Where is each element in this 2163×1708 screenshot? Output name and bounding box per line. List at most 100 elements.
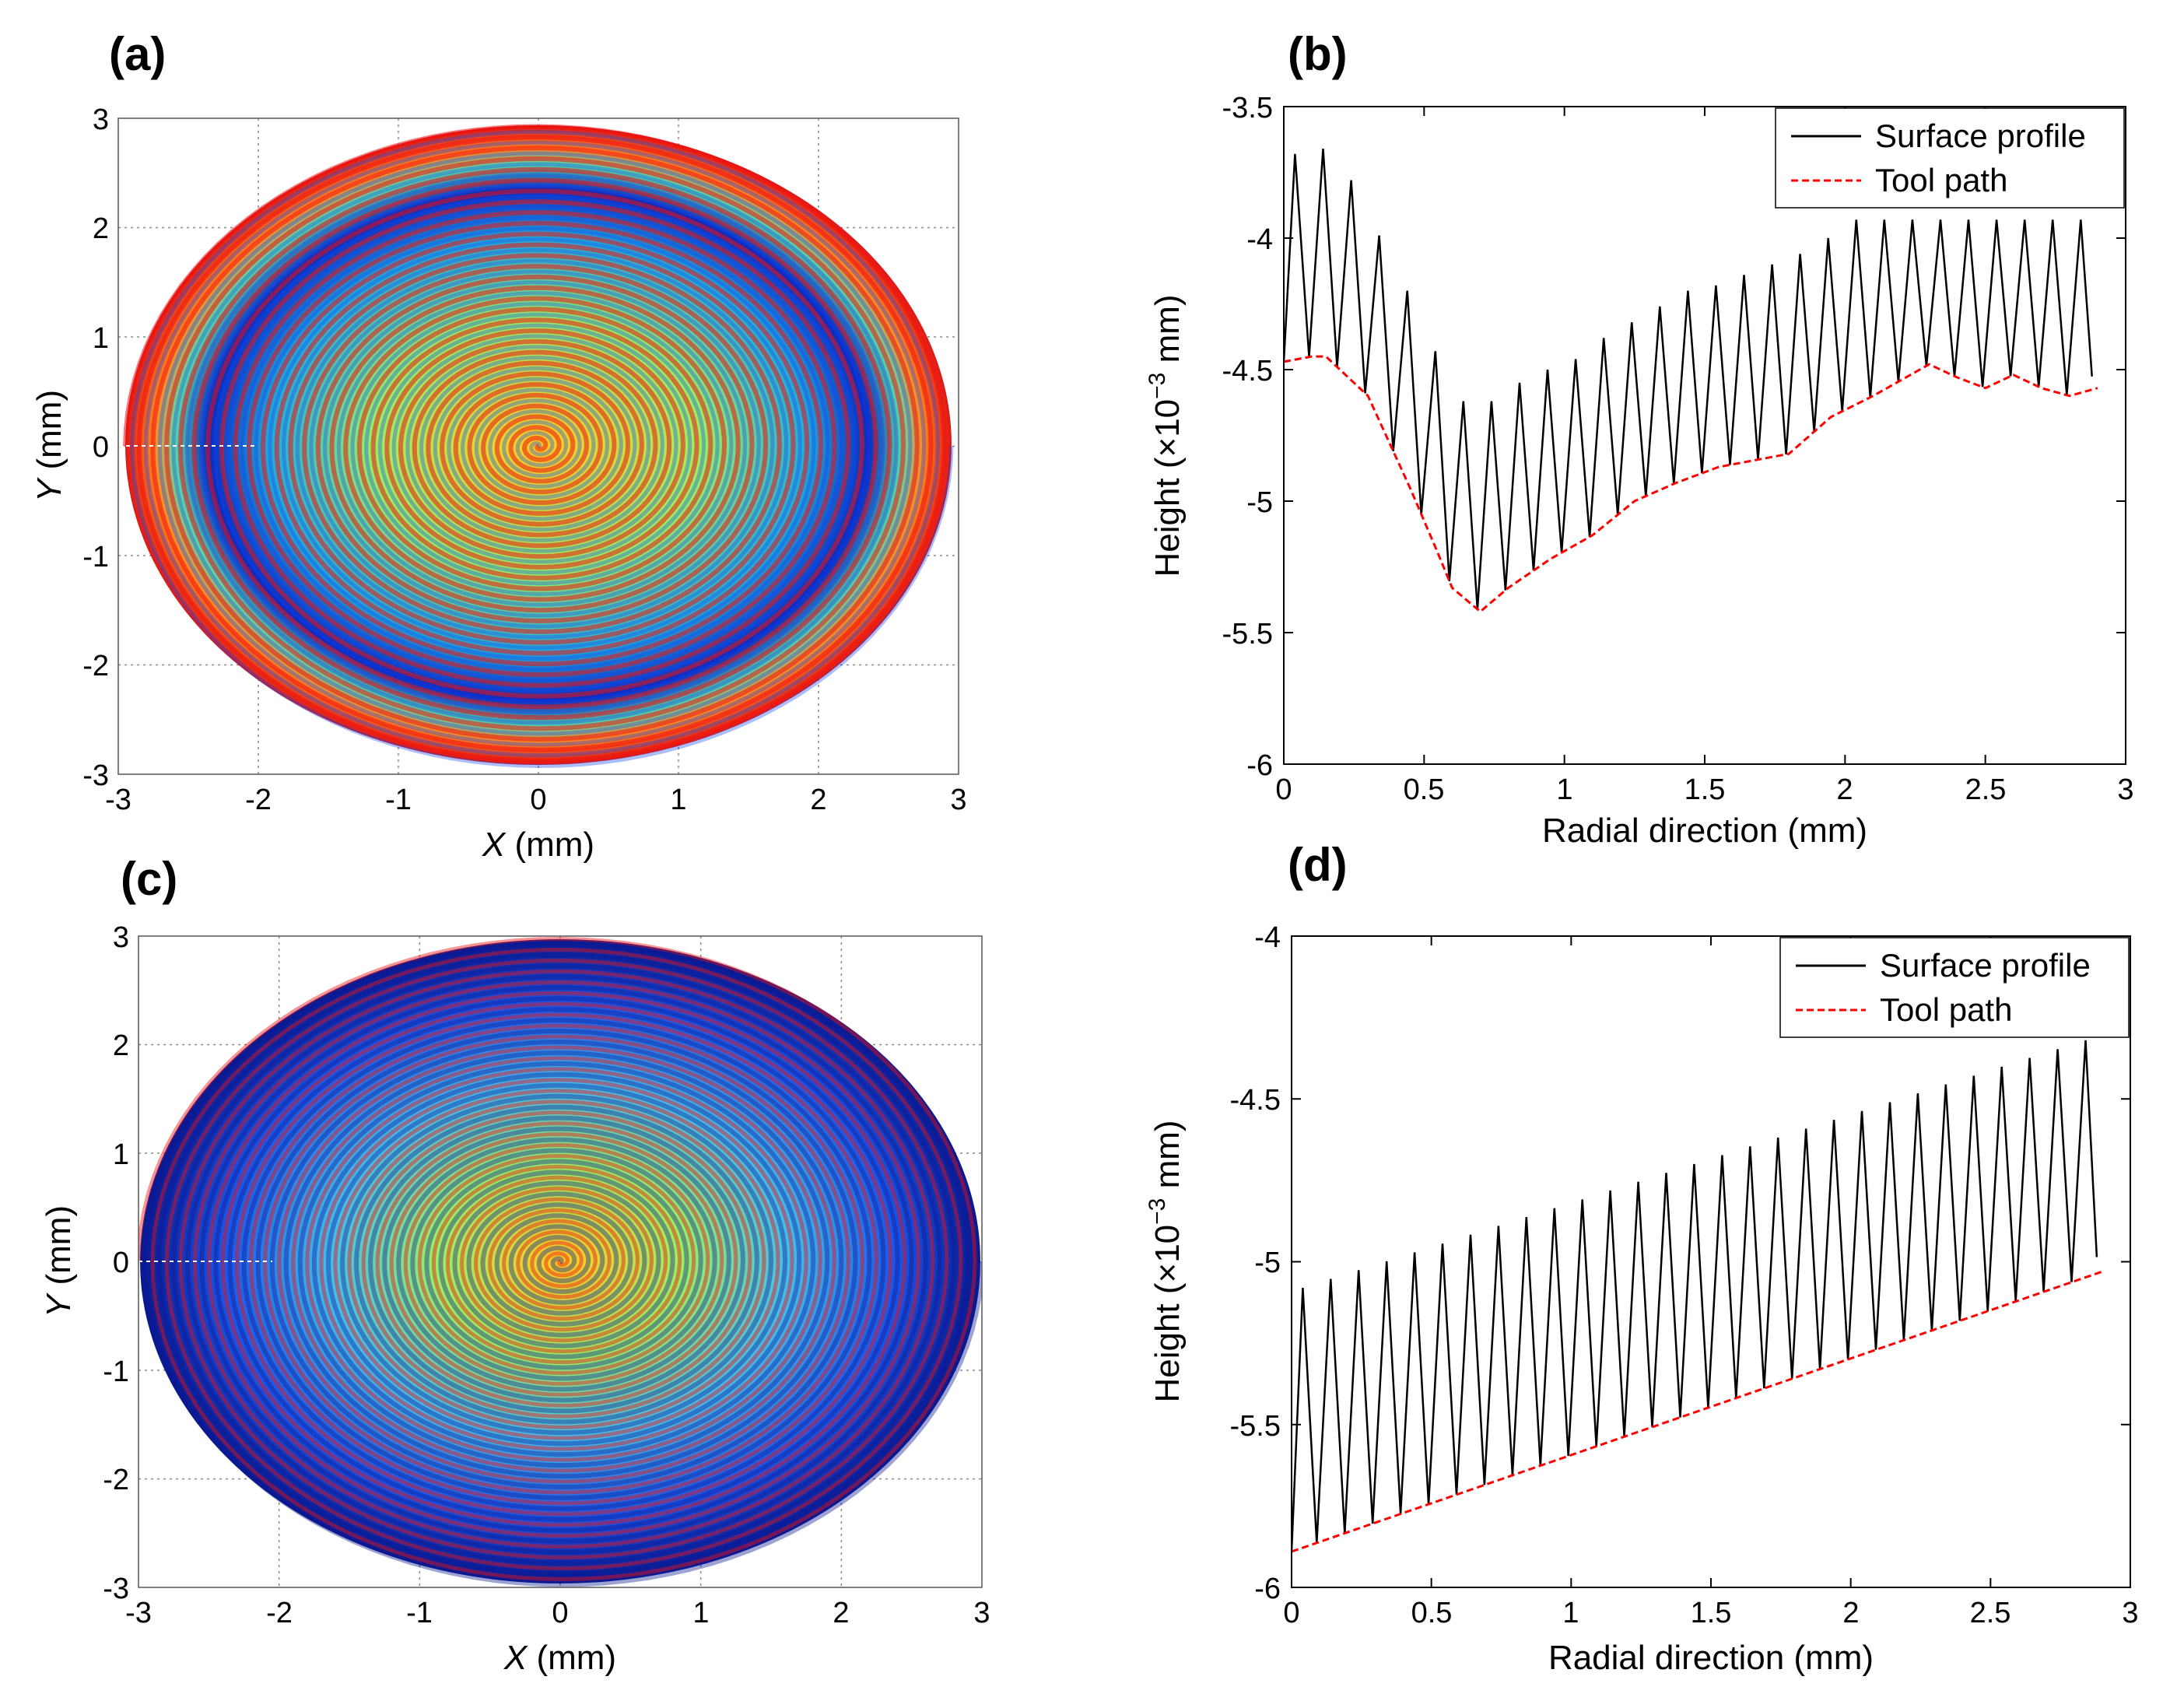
y-ticks-b: -3.5 -4 -4.5 -5 -5.5 -6 — [1222, 92, 1273, 782]
x-ticks-c: -3 -2 -1 0 1 2 3 — [125, 1597, 990, 1629]
legend-d: Surface profile Tool path — [1779, 937, 2130, 1038]
y-axis-main-d: Height (×10 — [1148, 1225, 1187, 1403]
panel-label-b: (b) — [1288, 28, 1348, 80]
y-axis-unit-a: (mm) — [30, 390, 68, 479]
x-tick-a-3: -1 — [385, 784, 412, 816]
panel-d: (d) 0 0.5 1 1.5 2 2.5 3 -4 -4.5 -5 -5.5 … — [1145, 839, 2139, 1677]
y-axis-unit-d: mm) — [1148, 1120, 1187, 1198]
y-axis-exp-b: −3 — [1145, 373, 1170, 399]
x-tick-c-3: -1 — [406, 1597, 433, 1629]
y-ticks-c: 3 2 1 0 -1 -2 -3 — [103, 921, 129, 1605]
surface-profile-line-b — [1284, 149, 2093, 609]
y-tick-b-2: -4 — [1246, 223, 1273, 256]
legend-box-b — [1775, 107, 2125, 209]
y-tick-c-7: -3 — [103, 1573, 129, 1605]
y-tick-a-5: -1 — [82, 541, 109, 573]
x-axis-label-d: Radial direction (mm) — [1548, 1639, 1874, 1677]
legend-label-tool-b: Tool path — [1875, 162, 2007, 198]
y-axis-label-d: Height (×10−3 mm) — [1145, 1120, 1187, 1402]
x-tick-b-3: 1 — [1556, 773, 1572, 806]
y-tick-a-1: 3 — [93, 103, 109, 136]
x-tick-a-2: -2 — [245, 784, 272, 816]
y-tick-b-1: -3.5 — [1222, 92, 1273, 125]
y-tick-a-4: 0 — [93, 431, 109, 464]
x-tick-c-2: -2 — [266, 1597, 293, 1629]
x-tick-d-6: 2.5 — [1970, 1597, 2011, 1629]
y-axis-label-b: Height (×10−3 mm) — [1145, 294, 1187, 577]
y-tick-d-2: -4.5 — [1230, 1084, 1281, 1117]
panel-b: (b) 0 0.5 1 1.5 2 2.5 3 -3.5 -4 -4.5 -5 … — [1145, 28, 2134, 850]
y-axis-var-c: Y — [40, 1292, 78, 1317]
y-tick-b-5: -5.5 — [1222, 618, 1273, 651]
x-tick-a-1: -3 — [105, 784, 131, 816]
panel-label-c: (c) — [121, 853, 177, 905]
legend-b: Surface profile Tool path — [1775, 107, 2125, 209]
y-axis-var-a: Y — [30, 477, 68, 502]
y-axis-exp-d: −3 — [1145, 1198, 1170, 1225]
spiral-a — [123, 124, 954, 769]
y-tick-c-2: 2 — [113, 1029, 129, 1062]
panel-a: (a) -3 -2 -1 0 1 2 3 3 2 1 0 -1 -2 -3 X … — [30, 28, 967, 864]
x-tick-b-2: 0.5 — [1404, 773, 1445, 806]
spiral-band — [123, 124, 948, 763]
surface-profile-line-d — [1292, 1040, 2098, 1552]
y-axis-label-a: Y (mm) — [30, 390, 68, 502]
tool-path-line-d — [1292, 1270, 2103, 1553]
axes-box-c — [138, 935, 983, 1588]
y-ticks-a: 3 2 1 0 -1 -2 -3 — [82, 103, 109, 792]
x-ticks-a: -3 -2 -1 0 1 2 3 — [105, 784, 966, 816]
x-tick-d-1: 0 — [1283, 1597, 1299, 1629]
y-tick-a-2: 2 — [93, 212, 109, 245]
x-ticks-d: 0 0.5 1 1.5 2 2.5 3 — [1283, 1597, 2138, 1629]
legend-box-d — [1779, 937, 2130, 1038]
x-tick-c-1: -3 — [125, 1597, 152, 1629]
panel-label-a: (a) — [109, 28, 166, 80]
x-tick-a-5: 1 — [670, 784, 686, 816]
x-axis-label-a: X (mm) — [482, 826, 594, 864]
y-tick-a-3: 1 — [93, 322, 109, 355]
x-tick-c-6: 2 — [833, 1597, 849, 1629]
y-tick-a-6: -2 — [82, 650, 109, 682]
spiral-band — [130, 129, 954, 769]
x-tick-b-7: 3 — [2117, 773, 2133, 806]
x-tick-c-4: 0 — [552, 1597, 568, 1629]
x-ticks-b: 0 0.5 1 1.5 2 2.5 3 — [1275, 773, 2133, 806]
y-tick-c-4: 0 — [113, 1247, 129, 1279]
spiral-band — [142, 942, 982, 1587]
panel-label-d: (d) — [1288, 839, 1348, 891]
y-tick-d-3: -5 — [1254, 1247, 1281, 1279]
x-tick-d-3: 1 — [1562, 1597, 1579, 1629]
x-tick-a-7: 3 — [950, 784, 966, 816]
x-tick-a-6: 2 — [810, 784, 826, 816]
axes-box-a — [117, 117, 959, 775]
y-tick-b-3: -4.5 — [1222, 355, 1273, 388]
y-tick-c-6: -2 — [103, 1464, 129, 1496]
x-axis-var-c: X — [503, 1639, 528, 1677]
y-axis-label-c: Y (mm) — [40, 1205, 78, 1317]
x-tick-b-1: 0 — [1275, 773, 1292, 806]
x-tick-a-4: 0 — [530, 784, 546, 816]
tool-path-line-b — [1284, 355, 2098, 613]
x-tick-d-7: 3 — [2122, 1597, 2138, 1629]
y-tick-d-5: -6 — [1254, 1573, 1281, 1605]
x-axis-unit-c: (mm) — [527, 1639, 616, 1677]
x-tick-d-2: 0.5 — [1411, 1597, 1453, 1629]
x-axis-label-b: Radial direction (mm) — [1542, 812, 1867, 850]
x-tick-d-5: 2 — [1842, 1597, 1859, 1629]
x-tick-c-7: 3 — [973, 1597, 990, 1629]
x-tick-c-5: 1 — [692, 1597, 709, 1629]
y-axis-main-b: Height (×10 — [1148, 399, 1187, 577]
x-axis-var-a: X — [482, 826, 507, 864]
y-tick-c-3: 1 — [113, 1138, 129, 1171]
legend-label-tool-d: Tool path — [1880, 991, 2012, 1028]
y-tick-b-4: -5 — [1246, 486, 1273, 519]
x-axis-unit-a: (mm) — [505, 826, 594, 864]
y-tick-b-6: -6 — [1246, 749, 1273, 782]
surface-disc-c — [140, 939, 980, 1583]
y-tick-d-1: -4 — [1254, 921, 1281, 954]
x-axis-label-c: X (mm) — [503, 1639, 616, 1677]
y-tick-c-5: -1 — [103, 1356, 129, 1388]
x-tick-d-4: 1.5 — [1691, 1597, 1732, 1629]
x-tick-b-6: 2.5 — [1965, 773, 2007, 806]
